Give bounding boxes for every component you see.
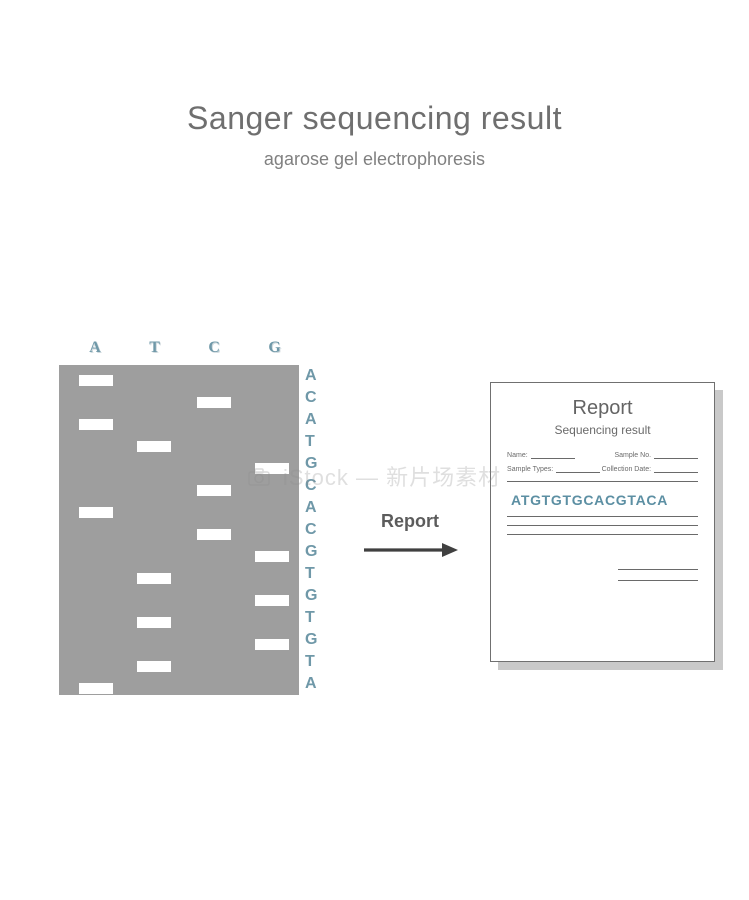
arrow-label: Report xyxy=(362,511,458,532)
report-sequence: ATGTGTGCACGTACA xyxy=(507,492,698,508)
gel-band xyxy=(137,617,171,628)
arrow-icon xyxy=(362,540,458,560)
field-line xyxy=(654,465,698,473)
field-sample-no: Sample No. xyxy=(614,451,698,459)
field-sample-types: Sample Types: xyxy=(507,465,600,473)
main-title: Sanger sequencing result xyxy=(0,100,749,137)
sequence-letter: A xyxy=(305,497,317,519)
gel-plate xyxy=(59,365,299,695)
field-name: Name: xyxy=(507,451,575,459)
subtitle: agarose gel electrophoresis xyxy=(0,149,749,170)
lane-header-t: T xyxy=(149,339,160,357)
sequence-letter: G xyxy=(305,453,317,475)
gel-band xyxy=(137,441,171,452)
gel-band xyxy=(79,419,113,430)
sequence-letter: G xyxy=(305,629,317,651)
lane-header-g: G xyxy=(268,339,280,357)
field-label: Name: xyxy=(507,452,528,459)
signature-line xyxy=(618,580,698,581)
title-block: Sanger sequencing result agarose gel ele… xyxy=(0,100,749,170)
field-collection-date: Collection Date: xyxy=(602,465,698,473)
gel-band xyxy=(255,551,289,562)
report-divider xyxy=(507,525,698,526)
gel-band xyxy=(255,595,289,606)
gel-electrophoresis: A T C G ACATGCACGTGTGTA xyxy=(55,365,318,695)
sequence-letter: G xyxy=(305,541,317,563)
report-signature-lines xyxy=(507,569,698,581)
gel-band xyxy=(79,375,113,386)
sequence-letter: T xyxy=(305,607,317,629)
report-front-sheet: Report Sequencing result Name: Sample No… xyxy=(490,382,715,662)
field-line xyxy=(531,451,575,459)
report-divider xyxy=(507,516,698,517)
lane-headers: A T C G xyxy=(65,339,305,357)
lane-header-c: C xyxy=(208,339,220,357)
gel-band xyxy=(197,397,231,408)
field-label: Sample Types: xyxy=(507,466,553,473)
sequence-letter: T xyxy=(305,563,317,585)
gel-band xyxy=(197,529,231,540)
sequence-letter: A xyxy=(305,365,317,387)
sequence-letter: C xyxy=(305,387,317,409)
field-line xyxy=(556,465,600,473)
report-fields-row-2: Sample Types: Collection Date: xyxy=(507,465,698,473)
lane-header-a: A xyxy=(89,339,101,357)
sequence-letter: A xyxy=(305,409,317,431)
sequence-letter: C xyxy=(305,475,317,497)
sequence-letter: T xyxy=(305,431,317,453)
report-subtitle: Sequencing result xyxy=(507,423,698,437)
report-fields-row-1: Name: Sample No. xyxy=(507,451,698,459)
report-divider xyxy=(507,481,698,482)
sequence-letter: A xyxy=(305,673,317,695)
arrow-block: Report xyxy=(362,511,458,560)
report-document: Report Sequencing result Name: Sample No… xyxy=(490,382,719,672)
field-label: Sample No. xyxy=(614,452,651,459)
field-line xyxy=(654,451,698,459)
gel-band xyxy=(79,683,113,694)
report-title: Report xyxy=(507,397,698,420)
sequence-column: ACATGCACGTGTGTA xyxy=(305,365,317,695)
field-label: Collection Date: xyxy=(602,466,651,473)
gel-band xyxy=(255,639,289,650)
gel-band xyxy=(197,485,231,496)
sequence-letter: T xyxy=(305,651,317,673)
gel-band xyxy=(255,463,289,474)
signature-line xyxy=(618,569,698,570)
report-divider xyxy=(507,534,698,535)
sequence-letter: G xyxy=(305,585,317,607)
gel-band xyxy=(137,573,171,584)
gel-band xyxy=(79,507,113,518)
content-row: A T C G ACATGCACGTGTGTA Report Report Se… xyxy=(55,365,719,695)
sequence-letter: C xyxy=(305,519,317,541)
gel-band xyxy=(137,661,171,672)
